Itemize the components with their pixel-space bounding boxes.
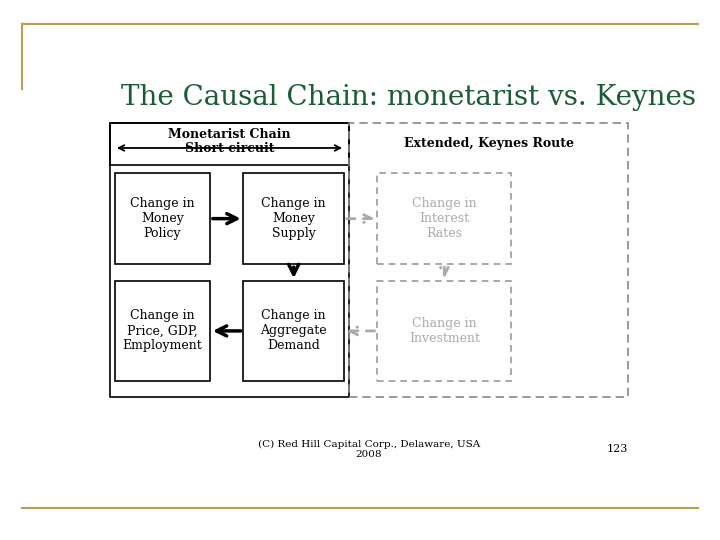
Text: Change in
Price, GDP,
Employment: Change in Price, GDP, Employment (122, 309, 202, 353)
Text: Change in
Money
Policy: Change in Money Policy (130, 197, 195, 240)
Text: (C) Red Hill Capital Corp., Delaware, USA
2008: (C) Red Hill Capital Corp., Delaware, US… (258, 440, 480, 459)
Bar (377, 281, 511, 381)
Bar (109, 123, 349, 397)
Text: Change in
Aggregate
Demand: Change in Aggregate Demand (261, 309, 327, 353)
Bar (243, 173, 344, 265)
Bar (115, 281, 210, 381)
Text: The Causal Chain: monetarist vs. Keynes: The Causal Chain: monetarist vs. Keynes (121, 84, 696, 111)
Text: 123: 123 (607, 444, 629, 455)
Text: Change in
Investment: Change in Investment (409, 317, 480, 345)
Text: Change in
Interest
Rates: Change in Interest Rates (412, 197, 477, 240)
Text: Change in
Money
Supply: Change in Money Supply (261, 197, 326, 240)
Bar (115, 173, 210, 265)
Bar (349, 123, 629, 397)
Bar (109, 123, 349, 165)
Bar (243, 281, 344, 381)
Text: Monetarist Chain: Monetarist Chain (168, 128, 291, 141)
Text: Short circuit: Short circuit (185, 143, 274, 156)
Text: Extended, Keynes Route: Extended, Keynes Route (404, 137, 574, 150)
Bar (377, 173, 511, 265)
